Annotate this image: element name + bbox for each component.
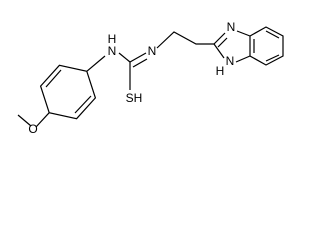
double-bond: [45, 69, 62, 88]
atom-label: N: [227, 20, 236, 34]
atom-labels: H N SH N N N H O: [28, 20, 235, 136]
double-bond: [132, 58, 148, 68]
bond: [236, 30, 251, 37]
double-bond: [129, 52, 147, 63]
double-bond: [217, 37, 228, 48]
atom-label: H: [216, 64, 225, 78]
phenyl-ring: [39, 64, 97, 120]
bond: [17, 114, 32, 127]
bond: [118, 52, 131, 63]
atom-label: O: [28, 122, 37, 136]
atom-label: N: [148, 44, 157, 58]
bond: [213, 43, 225, 59]
molecule-diagram: H N SH N N N H O: [17, 20, 284, 136]
bonds: [17, 26, 284, 128]
bond: [235, 55, 251, 63]
double-bond: [213, 32, 226, 45]
double-bond: [265, 30, 280, 39]
benzo-ring: [249, 26, 284, 66]
atom-label: N: [226, 54, 235, 68]
ethyl-chain: [156, 31, 214, 49]
double-bond: [74, 95, 92, 114]
double-bond: [265, 54, 280, 62]
atom-label: SH: [126, 91, 143, 105]
atom-label: N: [108, 44, 117, 58]
bond: [86, 55, 106, 72]
atom-label: H: [108, 32, 117, 46]
bond: [35, 112, 50, 128]
